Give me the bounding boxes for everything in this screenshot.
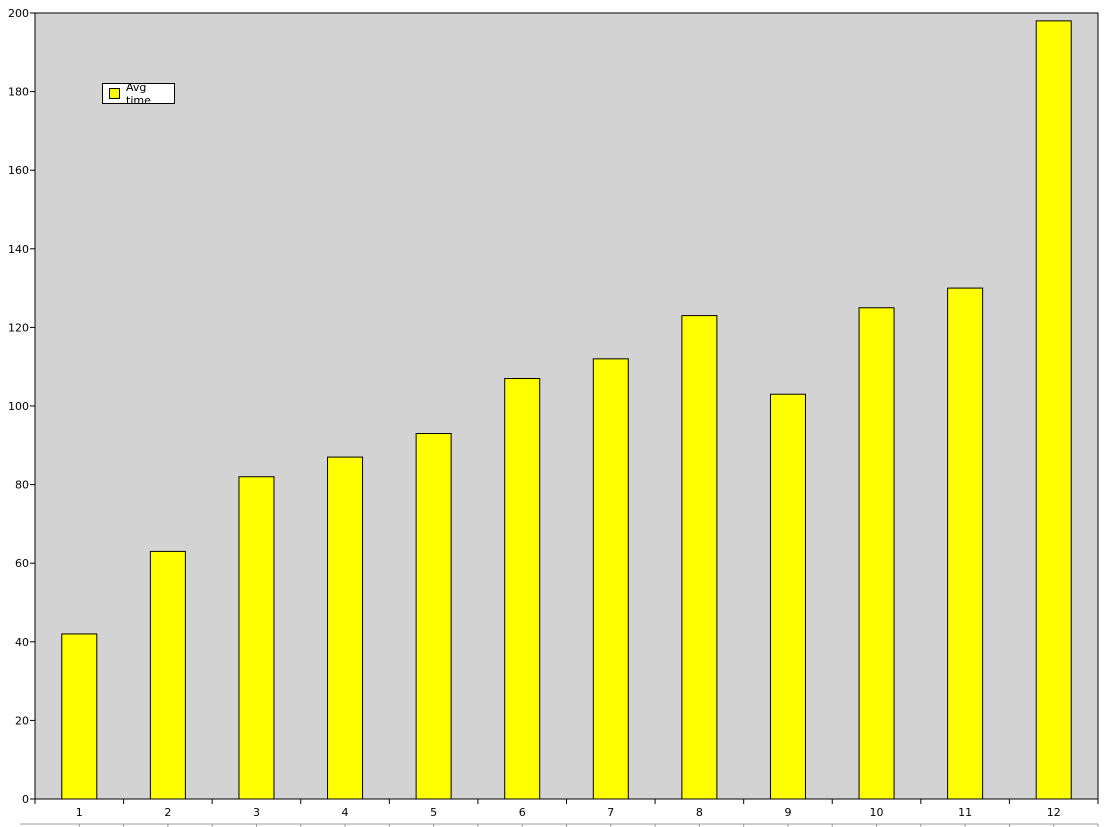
bar — [238, 476, 275, 800]
bar — [149, 550, 186, 800]
x-tick-label: 3 — [253, 806, 260, 819]
x-tick-label: 10 — [870, 806, 884, 819]
bar — [504, 377, 541, 800]
y-tick-label: 200 — [8, 7, 29, 20]
x-tick-label: 12 — [1047, 806, 1061, 819]
legend: Avg time — [102, 80, 175, 107]
y-tick-label: 140 — [8, 243, 29, 256]
x-tick-label: 1 — [76, 806, 83, 819]
y-tick-label: 60 — [15, 557, 29, 570]
x-tick-label: 7 — [607, 806, 614, 819]
y-tick-label: 180 — [8, 86, 29, 99]
x-axis: 1 2 3 4 5 6 7 8 9 10 11 12 — [20, 798, 1099, 827]
x-tick-label: 9 — [784, 806, 791, 819]
y-tick-label: 100 — [8, 400, 29, 413]
legend-swatch — [109, 88, 120, 99]
y-tick-label: 160 — [8, 164, 29, 177]
bar — [592, 358, 629, 800]
bar — [769, 393, 806, 800]
bar — [1035, 20, 1072, 800]
x-tick-label: 11 — [958, 806, 972, 819]
x-tick-label: 4 — [342, 806, 349, 819]
x-tick-label: 2 — [164, 806, 171, 819]
bar — [947, 287, 984, 800]
bar — [61, 633, 98, 800]
y-tick-label: 20 — [15, 714, 29, 727]
y-tick-label: 80 — [15, 479, 29, 492]
plot-area — [34, 12, 1099, 800]
bar — [858, 307, 895, 800]
y-tick-label: 0 — [22, 793, 29, 806]
bar — [415, 433, 452, 800]
legend-label: Avg time — [126, 80, 151, 107]
bar — [327, 456, 364, 800]
bar — [681, 315, 718, 800]
bars-group — [61, 20, 1072, 800]
y-axis: 0 20 40 60 80 100 120 140 160 180 200 — [8, 7, 36, 806]
x-tick-label: 6 — [519, 806, 526, 819]
y-tick-label: 40 — [15, 636, 29, 649]
x-tick-label: 5 — [430, 806, 437, 819]
x-tick-label: 8 — [696, 806, 703, 819]
y-tick-label: 120 — [8, 321, 29, 334]
